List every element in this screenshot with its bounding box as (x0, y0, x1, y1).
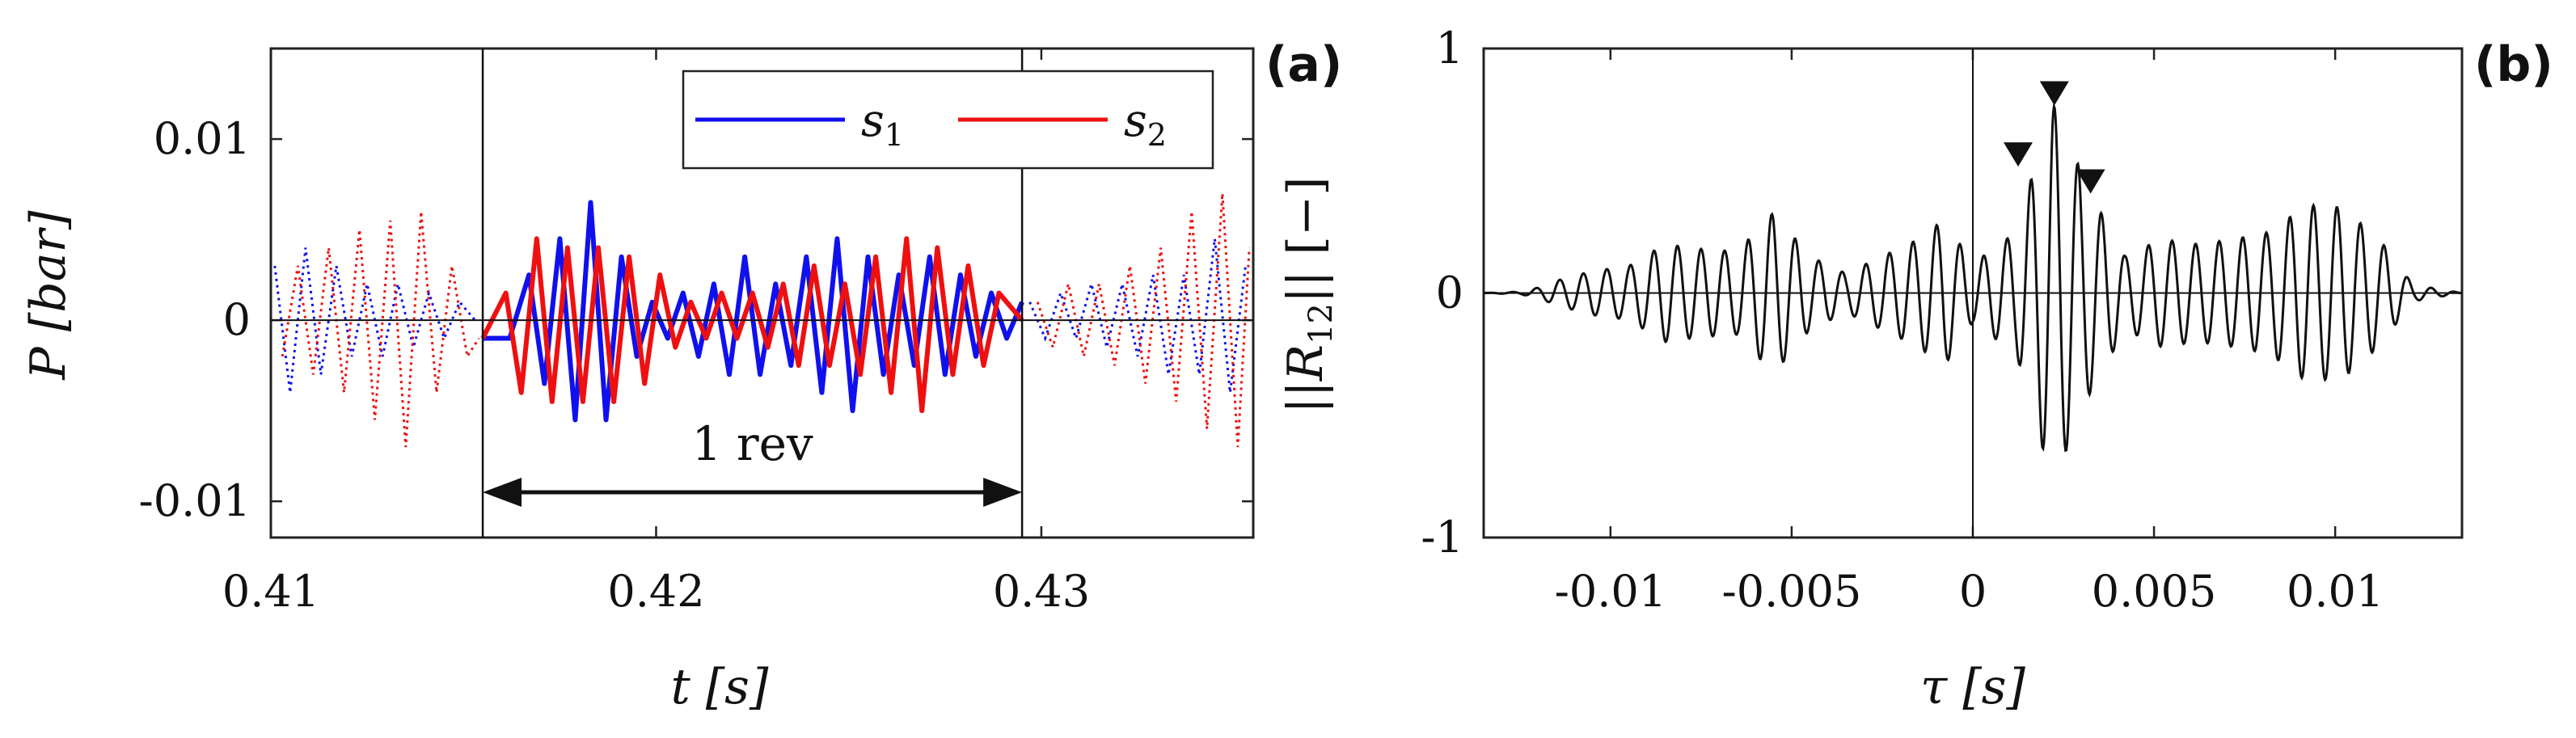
dotted-series-s1-right (1028, 238, 1247, 393)
series-s1 (483, 200, 1024, 423)
x-tick-label: 0.42 (607, 566, 704, 617)
panel-a-ylabel: P [bar] (20, 210, 77, 381)
panel-b-xlabel: τ [s] (1920, 659, 2025, 715)
panel-a-ticks: 0.41 0.42 0.43 0.01 0 -0.01 (139, 48, 1253, 617)
x-tick-label: -0.01 (1555, 566, 1666, 617)
panel-a: 0.41 0.42 0.43 0.01 0 -0.01 1 rev s1 s2 (a) t… (20, 36, 1342, 715)
rev-arrow (483, 477, 1023, 507)
dotted-series-s2-left (281, 211, 480, 448)
series-s2 (480, 236, 1024, 414)
legend-label-s2: s2 (1124, 95, 1167, 153)
peak-marker (2039, 81, 2069, 106)
legend-label-s1: s1 (861, 95, 904, 153)
peak-marker (2004, 142, 2033, 167)
x-tick-label: 0.01 (2287, 566, 2384, 617)
y-tick-label: -0.01 (139, 475, 251, 526)
rev-arrow-head-left (483, 477, 522, 507)
rev-arrow-head-right (983, 477, 1023, 507)
x-tick-label: -0.005 (1722, 566, 1862, 617)
y-tick-label: 0.01 (154, 113, 251, 164)
panel-b-lines (1484, 102, 2462, 453)
panel-b-peak-markers (2004, 81, 2105, 194)
panel-b: -0.01 -0.005 0 0.005 0.01 1 0 -1 (b) τ [s] ||R1… (1277, 23, 2553, 715)
y-tick-label: 0 (223, 294, 251, 345)
panel-b-ticks: -0.01 -0.005 0 0.005 0.01 1 0 -1 (1421, 23, 2462, 617)
y-tick-label: -1 (1421, 512, 1463, 563)
panel-a-xlabel: t [s] (671, 659, 769, 715)
correlation-series (1484, 102, 2462, 453)
panel-b-tag: (b) (2474, 36, 2553, 93)
x-tick-label: 0.43 (993, 566, 1090, 617)
panel-a-tag: (a) (1265, 36, 1342, 93)
panel-a-frame (269, 47, 1255, 539)
x-tick-label: 0 (1959, 566, 1987, 617)
x-tick-label: 0.005 (2092, 566, 2217, 617)
legend: s1 s2 (682, 70, 1214, 170)
y-tick-label: 0 (1436, 268, 1463, 318)
dotted-series-s2-right (1036, 193, 1251, 448)
x-tick-label: 0.41 (222, 566, 319, 617)
y-tick-label: 1 (1436, 23, 1463, 74)
panel-b-ylabel: ||R12|| [−] (1277, 176, 1340, 413)
peak-marker (2076, 169, 2105, 194)
rev-annotation: 1 rev (692, 416, 813, 471)
